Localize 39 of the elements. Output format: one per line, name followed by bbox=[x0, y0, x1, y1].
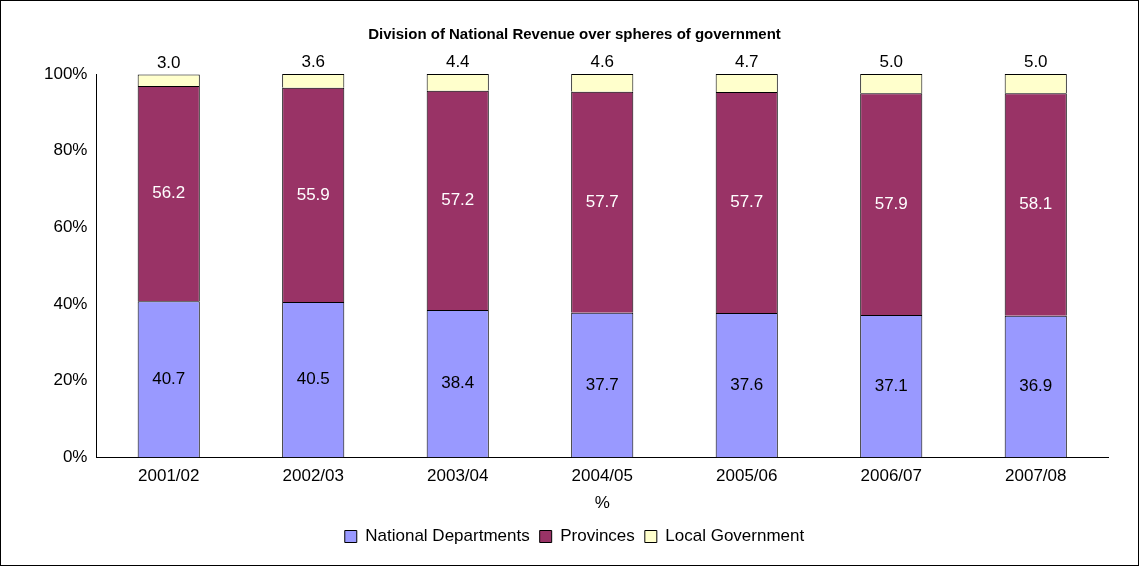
data-label: 36.9 bbox=[1019, 376, 1053, 396]
y-tick-label: 80% bbox=[53, 140, 88, 160]
data-label: 37.1 bbox=[874, 375, 908, 395]
x-axis-title: % bbox=[594, 493, 610, 513]
data-label: 4.6 bbox=[590, 52, 615, 72]
data-label: 40.5 bbox=[296, 369, 330, 389]
data-label: 57.9 bbox=[874, 193, 908, 213]
data-label: 3.0 bbox=[156, 52, 181, 72]
x-tick-label: 2006/07 bbox=[860, 466, 922, 486]
data-label: 5.0 bbox=[879, 52, 904, 72]
data-label: 40.7 bbox=[152, 368, 186, 388]
legend-label: Provinces bbox=[560, 526, 635, 546]
data-label: 57.7 bbox=[730, 192, 764, 212]
y-tick-label: 0% bbox=[62, 446, 88, 466]
y-tick-label: 20% bbox=[53, 370, 88, 390]
data-label: 4.4 bbox=[445, 52, 470, 72]
data-label: 4.7 bbox=[734, 52, 759, 72]
data-label: 37.6 bbox=[730, 374, 764, 394]
y-tick-label: 100% bbox=[44, 63, 88, 83]
data-label: 57.7 bbox=[585, 191, 619, 211]
x-tick-label: 2003/04 bbox=[427, 466, 489, 486]
x-tick-label: 2005/06 bbox=[716, 466, 778, 486]
data-label: 5.0 bbox=[1023, 52, 1048, 72]
x-tick-label: 2007/08 bbox=[1005, 466, 1067, 486]
legend-label: Local Government bbox=[665, 526, 805, 546]
data-label: 57.2 bbox=[441, 190, 475, 210]
x-tick-label: 2004/05 bbox=[571, 466, 633, 486]
data-label: 55.9 bbox=[296, 184, 330, 204]
x-tick-label: 2001/02 bbox=[138, 466, 200, 486]
y-tick-label: 40% bbox=[53, 293, 88, 313]
chart-title: Division of National Revenue over spheres of government bbox=[368, 25, 781, 43]
x-tick-label: 2002/03 bbox=[282, 466, 344, 486]
data-label: 38.4 bbox=[441, 373, 475, 393]
data-label: 56.2 bbox=[152, 183, 186, 203]
y-tick-label: 60% bbox=[53, 216, 88, 236]
legend-label: National Departments bbox=[365, 526, 530, 546]
data-label: 37.7 bbox=[585, 374, 619, 394]
data-label: 58.1 bbox=[1019, 194, 1053, 214]
data-label: 3.6 bbox=[301, 52, 326, 72]
